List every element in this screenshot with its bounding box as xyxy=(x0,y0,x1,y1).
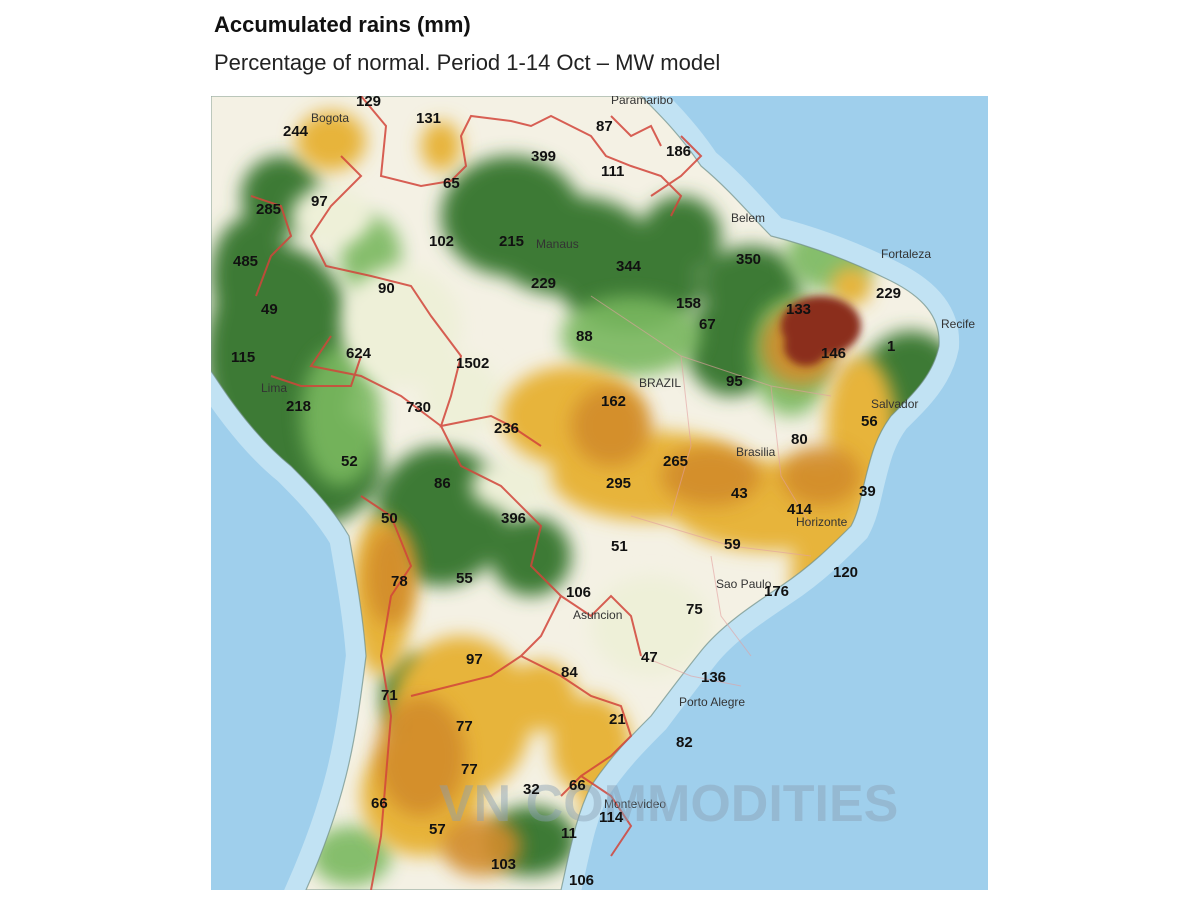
value-label: 66 xyxy=(569,777,586,794)
value-label: 285 xyxy=(256,201,281,218)
state-borders xyxy=(590,295,832,687)
place-sao-paulo: Sao Paulo xyxy=(716,577,772,591)
value-label: 56 xyxy=(861,413,878,430)
value-label: 396 xyxy=(501,510,526,527)
value-label: 244 xyxy=(283,123,309,140)
value-label: 80 xyxy=(791,431,808,448)
value-label: 131 xyxy=(416,110,441,127)
value-label: 59 xyxy=(724,536,741,553)
place-lima: Lima xyxy=(261,381,287,395)
value-label: 90 xyxy=(378,280,395,297)
value-label: 52 xyxy=(341,453,358,470)
place-recife: Recife xyxy=(941,317,975,331)
value-label: 67 xyxy=(699,316,716,333)
place-brazil: BRAZIL xyxy=(639,376,681,390)
value-label: 97 xyxy=(311,193,328,210)
value-label: 485 xyxy=(233,253,258,270)
country-borders xyxy=(250,96,703,890)
value-label: 32 xyxy=(523,781,540,798)
value-label: 1 xyxy=(887,338,895,355)
value-label: 77 xyxy=(461,761,478,778)
value-label: 111 xyxy=(601,163,624,180)
value-label: 65 xyxy=(443,175,460,192)
value-label: 236 xyxy=(494,420,519,437)
value-label: 624 xyxy=(346,345,372,362)
value-label: 158 xyxy=(676,295,701,312)
value-label: 39 xyxy=(859,483,876,500)
place-manaus: Manaus xyxy=(536,237,579,251)
place-brasilia: Brasilia xyxy=(736,445,776,459)
place-bogota: Bogota xyxy=(311,111,349,125)
place-fortaleza: Fortaleza xyxy=(881,247,931,261)
value-label: 176 xyxy=(764,583,789,600)
value-label: 730 xyxy=(406,399,431,416)
value-label: 265 xyxy=(663,453,688,470)
value-label: 47 xyxy=(641,649,658,666)
place-salvador: Salvador xyxy=(871,397,918,411)
value-label: 1502 xyxy=(456,355,489,372)
value-label: 115 xyxy=(231,349,255,366)
value-label: 77 xyxy=(456,718,473,735)
value-label: 106 xyxy=(569,872,594,889)
place-porto-alegre: Porto Alegre xyxy=(679,695,745,709)
place-belem: Belem xyxy=(731,211,765,225)
value-label: 103 xyxy=(491,856,516,873)
value-label: 114 xyxy=(599,809,624,826)
value-label: 51 xyxy=(611,538,628,555)
value-label: 344 xyxy=(616,258,642,275)
watermark-text: VN COMMODITIES xyxy=(439,775,898,833)
value-label: 97 xyxy=(466,651,483,668)
place-names: Paramaribo Bogota Manaus Belem Fortaleza… xyxy=(261,96,975,811)
value-label: 49 xyxy=(261,301,278,318)
value-label: 146 xyxy=(821,345,846,362)
value-label: 11 xyxy=(561,825,577,842)
value-label: 57 xyxy=(429,821,446,838)
value-label: 295 xyxy=(606,475,631,492)
value-label: 215 xyxy=(499,233,524,250)
value-label: 102 xyxy=(429,233,454,250)
value-label: 218 xyxy=(286,398,311,415)
value-label: 229 xyxy=(876,285,901,302)
value-label: 229 xyxy=(531,275,556,292)
place-paramaribo: Paramaribo xyxy=(611,96,673,107)
value-label: 129 xyxy=(356,96,381,110)
value-label: 136 xyxy=(701,669,726,686)
place-horizonte: Horizonte xyxy=(796,515,848,529)
value-label: 84 xyxy=(561,664,578,681)
value-label: 66 xyxy=(371,795,388,812)
value-label: 21 xyxy=(609,711,626,728)
value-label: 120 xyxy=(833,564,858,581)
rainfall-map-svg: Paramaribo Bogota Manaus Belem Fortaleza… xyxy=(211,96,988,890)
rainfall-map: Paramaribo Bogota Manaus Belem Fortaleza… xyxy=(211,96,988,890)
value-label: 86 xyxy=(434,475,451,492)
value-label: 133 xyxy=(786,301,811,318)
map-subtitle: Percentage of normal. Period 1-14 Oct – … xyxy=(214,50,721,75)
value-label: 88 xyxy=(576,328,593,345)
value-label: 50 xyxy=(381,510,398,527)
value-label: 195 xyxy=(211,96,236,100)
value-label: 71 xyxy=(381,687,398,704)
value-label: 55 xyxy=(456,570,473,587)
place-montevideo: Montevideo xyxy=(604,797,666,811)
value-label: 95 xyxy=(726,373,743,390)
value-label: 78 xyxy=(391,573,408,590)
value-label: 350 xyxy=(736,251,761,268)
place-asuncion: Asuncion xyxy=(573,608,622,622)
value-label: 162 xyxy=(601,393,626,410)
value-label: 43 xyxy=(731,485,748,502)
value-label: 82 xyxy=(676,734,693,751)
value-label: 399 xyxy=(531,148,556,165)
map-title: Accumulated rains (mm) xyxy=(214,12,471,37)
value-label: 414 xyxy=(787,501,813,518)
value-label: 106 xyxy=(566,584,591,601)
value-label: 87 xyxy=(596,118,613,135)
value-label: 75 xyxy=(686,601,703,618)
value-label: 186 xyxy=(666,143,691,160)
